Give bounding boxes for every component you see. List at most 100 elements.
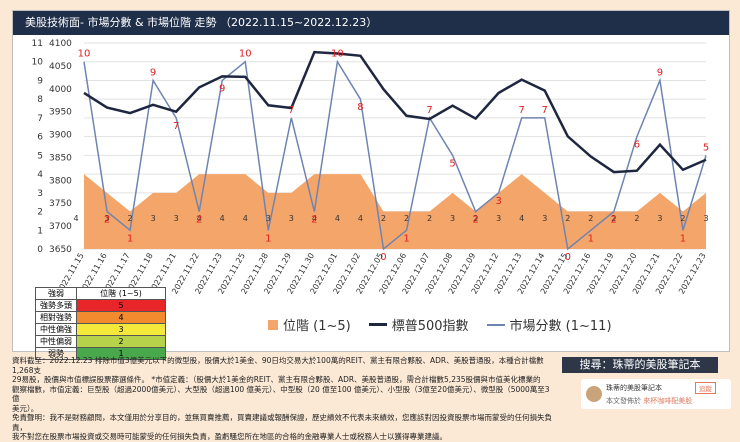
score-data-label: 5 [449, 158, 455, 169]
left-tick-label: 3 [37, 189, 43, 199]
legend-item-position: 位階 (1~5) [268, 315, 351, 334]
position-data-label: 2 [427, 214, 432, 223]
position-data-label: 3 [104, 214, 109, 223]
position-data-label: 2 [634, 214, 639, 223]
position-legend-value: 3 [76, 323, 166, 336]
series-position-area [84, 174, 706, 249]
position-data-label: 2 [128, 214, 133, 223]
score-data-label: 1 [403, 233, 409, 244]
score-data-label: 5 [703, 142, 709, 153]
score-data-label: 9 [150, 67, 156, 78]
left-tick-label: 10 [32, 58, 44, 68]
brand-sub: 本文發佈於 來杯咖啡配美股 [606, 396, 692, 406]
right-tick-label: 4100 [49, 39, 72, 49]
position-legend-value: 2 [76, 335, 166, 348]
position-data-label: 2 [381, 214, 386, 223]
score-data-label: 7 [519, 105, 525, 116]
right-tick-label: 4050 [49, 62, 72, 72]
footer-line: 資料截至：2022.12.23 排除市值3億美元以下的微型股，股價大於1美金、9… [12, 356, 544, 375]
score-data-label: 9 [219, 83, 225, 94]
left-tick-label: 9 [37, 76, 43, 86]
position-legend-header: 強弱 位階 (1~5) [35, 287, 166, 300]
position-data-label: 3 [657, 214, 662, 223]
position-legend-value: 1 [76, 347, 166, 360]
left-tick-label: 5 [37, 151, 43, 161]
score-data-label: 1 [680, 233, 686, 244]
footer-notes: 資料截至：2022.12.23 排除市值3億美元以下的微型股，股價大於1美金、9… [12, 356, 552, 442]
position-legend-row: 強勢多頭 5 [35, 299, 166, 312]
chart-title: 美股技術面- 市場分數 & 市場位階 走勢 （2022.11.15~2022.1… [13, 11, 729, 35]
position-data-label: 3 [289, 214, 294, 223]
left-tick-label: 2 [37, 208, 43, 218]
follow-button[interactable]: 追蹤 [695, 382, 716, 394]
position-legend-value: 4 [76, 311, 166, 324]
position-data-label: 2 [404, 214, 409, 223]
score-data-label: 7 [542, 105, 548, 116]
footer-line: 29易股，股價與市值標誤股票篩選條件。 *市值定義：（股價大於1美金的REIT、… [12, 375, 541, 384]
footer-disclaimer: 我不對您在股票市場投資或交易時可能蒙受的任何損失負責，盈虧騷您所在地區的合格的金… [12, 432, 447, 441]
legend-label-score: 市場分數 (1~11) [509, 319, 612, 334]
right-tick-label: 3650 [49, 245, 72, 255]
position-data-label: 2 [611, 214, 616, 223]
right-tick-label: 4000 [49, 85, 72, 95]
position-legend-header-level: 位階 (1~5) [76, 287, 166, 300]
position-data-label: 4 [243, 214, 248, 223]
score-data-label: 1 [127, 233, 133, 244]
score-data-label: 2 [311, 215, 317, 226]
score-data-label: 0 [380, 252, 386, 263]
score-data-label: 10 [239, 49, 252, 60]
position-legend-label: 相對強勢 [35, 311, 77, 324]
brand-sub-link[interactable]: 來杯咖啡配美股 [643, 397, 693, 405]
series-sp500-line [83, 50, 707, 174]
left-tick-label: 8 [37, 95, 43, 105]
legend-label-position: 位階 (1~5) [283, 319, 351, 334]
position-legend-label: 中性偏強 [35, 323, 77, 336]
avatar-icon [586, 386, 602, 402]
position-data-label: 4 [197, 214, 202, 223]
left-tick-label: 0 [37, 245, 43, 255]
score-data-label: 0 [565, 252, 571, 263]
series-score-line [83, 59, 707, 251]
right-tick-label: 3700 [49, 222, 72, 232]
position-data-label: 2 [565, 214, 570, 223]
legend-swatch-score [486, 323, 505, 326]
position-data-label: 4 [312, 214, 317, 223]
position-legend-label: 中性偏弱 [35, 335, 77, 348]
position-data-label: 2 [588, 214, 593, 223]
brand-card: 珠蒂的美股筆記本 追蹤 本文發佈於 來杯咖啡配美股 [581, 379, 731, 409]
score-data-label: 3 [495, 196, 501, 207]
position-data-label: 4 [73, 214, 78, 223]
score-data-label: 2 [196, 215, 202, 226]
left-tick-label: 4 [37, 170, 43, 180]
position-legend-row: 中性偏弱 2 [35, 335, 166, 348]
position-data-label: 3 [174, 214, 179, 223]
position-data-label: 3 [151, 214, 156, 223]
position-legend-label: 強勢多頭 [35, 299, 77, 312]
footer-line: 觀察檔數，市值定義：巨型股（超過2000億美元）、大型股（超過100 億美元）、… [12, 384, 550, 404]
position-legend-table: 強弱 位階 (1~5) 強勢多頭 5 相對強勢 4 中性偏強 3 中性偏弱 2 … [35, 287, 166, 360]
position-legend-value: 5 [76, 299, 166, 312]
score-data-label: 2 [611, 215, 617, 226]
position-legend-row: 中性偏強 3 [35, 323, 166, 336]
position-data-label: 2 [473, 214, 478, 223]
chart-legend: 位階 (1~5) 標普500指數 市場分數 (1~11) [268, 315, 612, 334]
score-data-label: 9 [657, 67, 663, 78]
position-data-label: 3 [450, 214, 455, 223]
right-tick-label: 3750 [49, 199, 72, 209]
chart-svg: 0123456789101136503700375038003850390039… [32, 39, 710, 296]
legend-swatch-position [268, 319, 278, 330]
left-tick-label: 1 [37, 226, 43, 236]
score-data-label: 2 [472, 215, 478, 226]
legend-item-sp500: 標普500指數 [368, 315, 469, 334]
footer-line: 美元）。 [12, 403, 39, 413]
chart-card: 美股技術面- 市場分數 & 市場位階 走勢 （2022.11.15~2022.1… [12, 10, 730, 360]
legend-item-score: 市場分數 (1~11) [486, 315, 612, 334]
score-data-label: 7 [426, 105, 432, 116]
left-tick-label: 7 [37, 114, 43, 124]
left-tick-label: 11 [32, 39, 43, 49]
score-data-label: 10 [331, 49, 344, 60]
left-tick-label: 6 [37, 133, 43, 143]
position-data-label: 4 [519, 214, 524, 223]
position-legend-row: 弱勢 1 [35, 347, 166, 360]
score-data-label: 6 [634, 140, 640, 151]
